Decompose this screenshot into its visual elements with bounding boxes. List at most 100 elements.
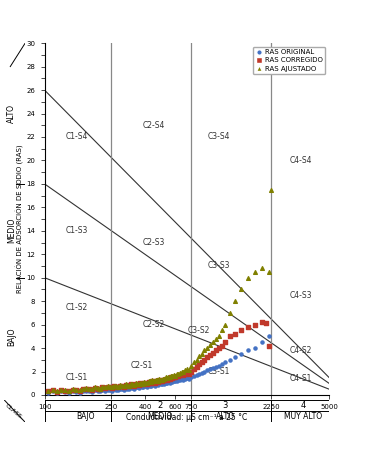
Point (232, 354, 238, 361)
Point (109, 384, 115, 391)
Point (155, 377, 161, 385)
Point (132, 380, 139, 387)
Point (132, 380, 139, 387)
Point (252, 345, 258, 352)
Point (204, 367, 211, 374)
Point (50, 387, 56, 394)
Point (170, 371, 176, 379)
Point (245, 323, 252, 331)
Point (137, 380, 143, 387)
Point (167, 374, 173, 381)
Point (135, 381, 142, 389)
Point (128, 384, 134, 391)
Point (95, 385, 101, 392)
Point (155, 381, 161, 389)
Point (143, 379, 149, 386)
Text: C1-S3: C1-S3 (65, 226, 87, 235)
Point (53, 388, 60, 395)
Point (238, 286, 245, 293)
Point (196, 361, 202, 368)
Point (163, 374, 169, 381)
Point (92, 384, 98, 391)
Point (222, 321, 228, 328)
Point (111, 382, 117, 389)
Point (123, 381, 129, 389)
Point (169, 379, 175, 386)
Point (92, 384, 98, 391)
Point (121, 386, 127, 393)
Point (184, 370, 190, 377)
Point (173, 377, 180, 385)
Point (207, 341, 214, 348)
Point (117, 381, 123, 389)
Point (245, 347, 252, 354)
Point (152, 378, 158, 385)
Point (115, 384, 121, 391)
Point (102, 387, 108, 395)
Point (143, 380, 149, 387)
Point (95, 387, 101, 395)
Text: C1-S2: C1-S2 (65, 302, 87, 311)
Point (117, 382, 123, 389)
Point (172, 374, 178, 381)
Point (152, 382, 158, 389)
Point (115, 383, 121, 390)
Point (259, 339, 265, 346)
Point (58, 388, 64, 395)
Y-axis label: RELACIÓN DE ADSORCIÓN DE SODIO (RAS): RELACIÓN DE ADSORCIÓN DE SODIO (RAS) (16, 145, 24, 293)
Point (70, 385, 76, 393)
Point (163, 375, 169, 383)
Text: C3-S3: C3-S3 (207, 262, 230, 271)
Text: C3-S2: C3-S2 (187, 326, 210, 335)
Point (119, 385, 125, 393)
Point (86, 388, 92, 395)
Point (97, 385, 103, 392)
Point (180, 376, 187, 383)
Point (164, 375, 170, 382)
Point (149, 381, 155, 388)
Point (143, 383, 149, 390)
Point (161, 377, 168, 384)
Point (139, 380, 145, 387)
Point (232, 297, 238, 305)
Point (168, 378, 174, 385)
Point (184, 365, 190, 373)
Text: MEDIO: MEDIO (147, 412, 173, 421)
Point (146, 379, 152, 386)
Point (194, 356, 200, 363)
Point (89, 389, 95, 396)
Point (124, 385, 130, 392)
Point (106, 384, 113, 391)
Point (99, 387, 106, 394)
Point (177, 371, 183, 379)
Point (53, 390, 60, 397)
Point (140, 381, 146, 388)
Point (148, 379, 154, 386)
Point (204, 345, 211, 352)
Point (77, 387, 83, 395)
Text: C2-S4: C2-S4 (143, 121, 165, 130)
Point (104, 383, 111, 390)
Point (165, 379, 171, 386)
Point (266, 333, 272, 340)
Point (129, 381, 135, 389)
Point (135, 384, 142, 391)
Point (80, 385, 86, 392)
Point (141, 382, 147, 389)
Point (169, 375, 175, 382)
Point (141, 379, 147, 386)
Point (109, 387, 115, 395)
Point (154, 377, 160, 384)
Point (147, 378, 153, 385)
Text: CLASS.: CLASS. (5, 403, 24, 421)
Text: MUY ALTO: MUY ALTO (284, 412, 322, 421)
Point (177, 369, 183, 376)
Point (154, 378, 160, 385)
Point (191, 359, 197, 366)
Point (263, 320, 269, 327)
Point (45, 389, 51, 396)
Point (135, 381, 142, 388)
Point (141, 379, 147, 386)
Point (131, 385, 137, 392)
Point (160, 375, 166, 382)
